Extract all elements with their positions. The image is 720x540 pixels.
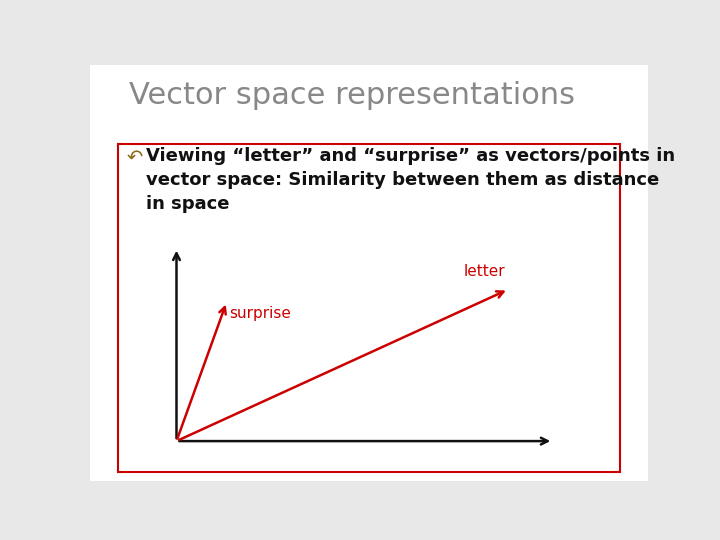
- Text: in space: in space: [145, 195, 229, 213]
- Text: vector space: Similarity between them as distance: vector space: Similarity between them as…: [145, 171, 659, 189]
- Text: ↶: ↶: [126, 148, 143, 167]
- Text: Vector space representations: Vector space representations: [129, 82, 575, 111]
- FancyBboxPatch shape: [87, 63, 651, 483]
- Text: letter: letter: [464, 264, 505, 279]
- Text: Viewing “letter” and “surprise” as vectors/points in: Viewing “letter” and “surprise” as vecto…: [145, 147, 675, 165]
- FancyBboxPatch shape: [118, 144, 620, 472]
- Text: surprise: surprise: [230, 306, 292, 321]
